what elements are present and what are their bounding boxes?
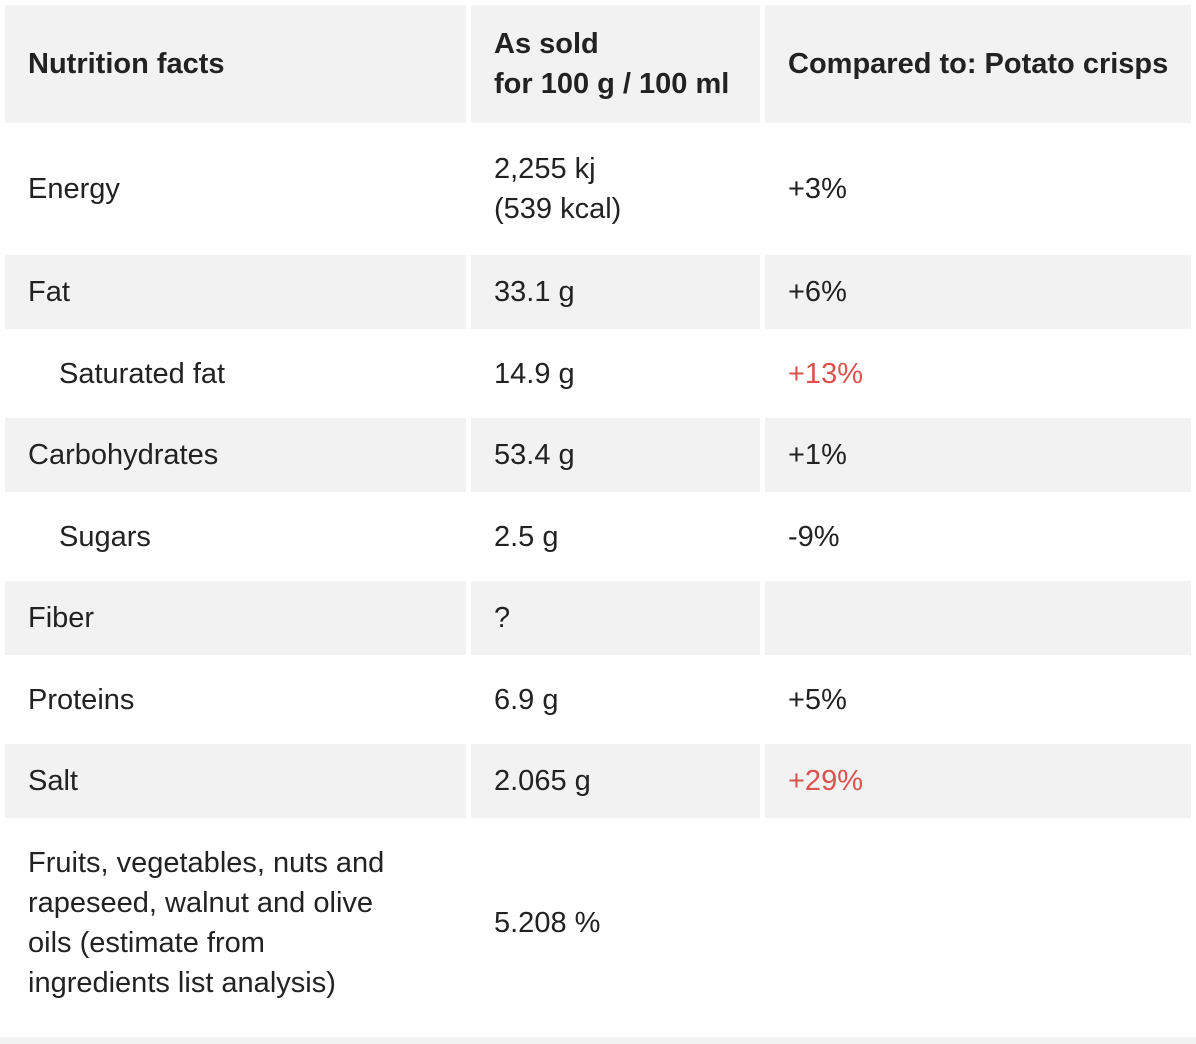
table-row-proteins: Proteins 6.9 g +5%	[5, 660, 1191, 739]
row-value-energy: 2,255 kj (539 kcal)	[471, 128, 760, 250]
row-value-sugars: 2.5 g	[471, 497, 760, 576]
row-label-carbohydrates: Carbohydrates	[5, 418, 466, 492]
row-label-energy: Energy	[5, 128, 466, 250]
header-as-sold-line2: for 100 g / 100 ml	[494, 68, 730, 100]
row-value-fruits-vegetables: 5.208 %	[471, 823, 760, 1023]
table-row-fruits-vegetables: Fruits, vegetables, nuts and rapeseed, w…	[5, 823, 1191, 1023]
header-as-sold-line1: As sold	[494, 28, 599, 60]
row-label-salt: Salt	[5, 744, 466, 818]
row-compare-saturated-fat: +13%	[765, 334, 1191, 413]
row-value-saturated-fat: 14.9 g	[471, 334, 760, 413]
row-compare-carbohydrates: +1%	[765, 418, 1191, 492]
table-row-saturated-fat: Saturated fat 14.9 g +13%	[5, 334, 1191, 413]
row-compare-salt: +29%	[765, 744, 1191, 818]
row-compare-energy: +3%	[765, 128, 1191, 250]
row-label-sugars: Sugars	[5, 497, 466, 576]
row-label-fiber: Fiber	[5, 581, 466, 655]
row-label-proteins: Proteins	[5, 660, 466, 739]
fruits-label-line-3: oils (estimate from	[28, 927, 265, 959]
table-row-salt: Salt 2.065 g +29%	[5, 744, 1191, 818]
header-as-sold: As sold for 100 g / 100 ml	[471, 5, 760, 123]
header-compared-to: Compared to: Potato crisps	[765, 5, 1191, 123]
row-compare-proteins: +5%	[765, 660, 1191, 739]
row-value-carbohydrates: 53.4 g	[471, 418, 760, 492]
row-value-fiber: ?	[471, 581, 760, 655]
row-compare-fiber	[765, 581, 1191, 655]
row-compare-fruits-vegetables	[765, 823, 1191, 1023]
row-value-fat: 33.1 g	[471, 255, 760, 329]
row-compare-fat: +6%	[765, 255, 1191, 329]
row-label-saturated-fat: Saturated fat	[5, 334, 466, 413]
table-row-fiber: Fiber ?	[5, 581, 1191, 655]
row-label-fruits-vegetables: Fruits, vegetables, nuts and rapeseed, w…	[5, 823, 466, 1023]
row-value-salt: 2.065 g	[471, 744, 760, 818]
table-row-sugars: Sugars 2.5 g -9%	[5, 497, 1191, 576]
fruits-label-line-2: rapeseed, walnut and olive	[28, 887, 374, 919]
energy-kcal: (539 kcal)	[494, 193, 622, 225]
table-header-row: Nutrition facts As sold for 100 g / 100 …	[5, 5, 1191, 123]
table-row-carbohydrates: Carbohydrates 53.4 g +1%	[5, 418, 1191, 492]
table-row-fat: Fat 33.1 g +6%	[5, 255, 1191, 329]
table-row-energy: Energy 2,255 kj (539 kcal) +3%	[5, 128, 1191, 250]
bottom-divider	[0, 1037, 1196, 1044]
fruits-label-line-4: ingredients list analysis)	[28, 967, 336, 999]
fruits-label-line-1: Fruits, vegetables, nuts and	[28, 847, 385, 879]
energy-kj: 2,255 kj	[494, 153, 596, 185]
header-nutrition-facts: Nutrition facts	[5, 5, 466, 123]
row-value-proteins: 6.9 g	[471, 660, 760, 739]
row-label-fat: Fat	[5, 255, 466, 329]
row-compare-sugars: -9%	[765, 497, 1191, 576]
